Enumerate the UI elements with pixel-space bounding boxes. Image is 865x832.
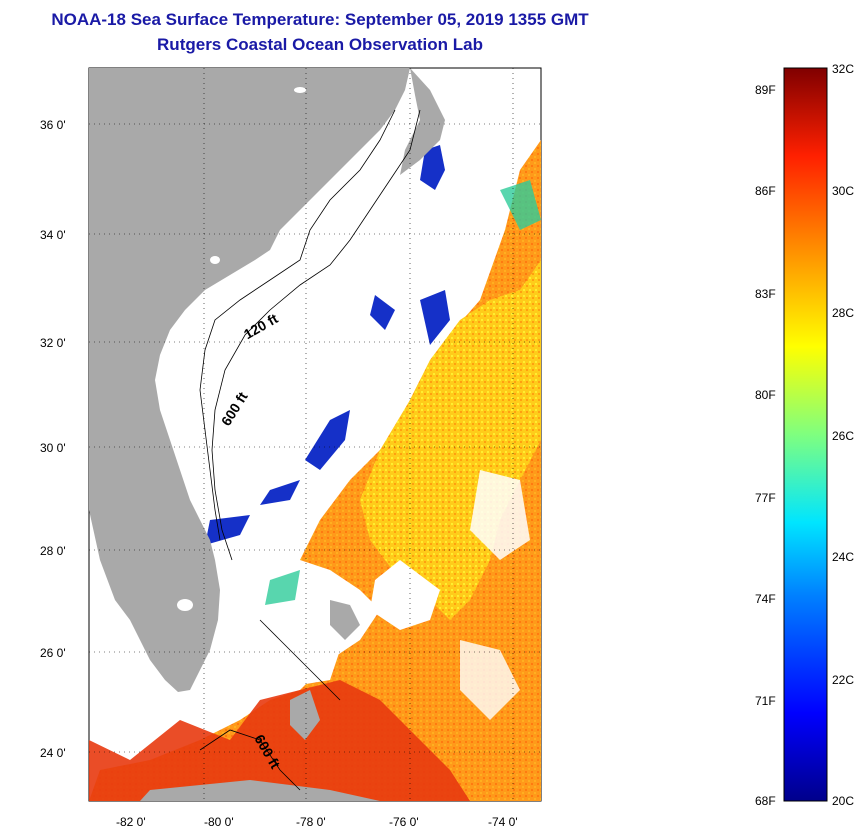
land-bahamas [290,690,320,740]
colorbar-c-label: 20C [832,794,854,808]
land-us-coast [89,68,410,692]
colorbar-c-label: 32C [832,62,854,76]
lat-tick: 26 0' [40,646,66,660]
colorbar-f-label: 77F [755,491,776,505]
colorbar-f-label: 80F [755,388,776,402]
colorbar-c-label: 28C [832,306,854,320]
land-cuba [140,780,380,801]
colorbar-f-label: 83F [755,287,776,301]
lat-tick: 34 0' [40,228,66,242]
map-subtitle: Rutgers Coastal Ocean Observation Lab [157,35,483,54]
lon-tick: -78 0' [296,815,326,829]
colorbar-c-label: 26C [832,429,854,443]
land-bahamas [330,600,360,640]
graticule [89,68,541,801]
colorbar-f-label: 74F [755,592,776,606]
cloud-gap [220,620,340,690]
depth-contours [199,109,421,791]
lat-tick: 36 0' [40,118,66,132]
colorbar-f-label: 68F [755,794,776,808]
lat-tick: 30 0' [40,441,66,455]
lat-tick: 28 0' [40,544,66,558]
colorbar-f-label: 71F [755,694,776,708]
colorbar [783,67,828,802]
hot-water-region [89,680,470,801]
lat-tick: 32 0' [40,336,66,350]
lon-tick: -76 0' [389,815,419,829]
lat-tick: 24 0' [40,746,66,760]
colorbar-f-label: 86F [755,184,776,198]
cloud-gap [460,640,520,720]
warm-water-region [89,140,541,801]
cloud-gap [470,470,530,560]
map-title: NOAA-18 Sea Surface Temperature: Septemb… [51,10,589,29]
lon-tick: -82 0' [116,815,146,829]
cool-water-patches [205,145,450,545]
colorbar-c-label: 30C [832,184,854,198]
colorbar-f-label: 89F [755,83,776,97]
land-outer-banks [400,68,445,175]
lon-tick: -80 0' [204,815,234,829]
cloud-gap [370,560,440,630]
colorbar-c-label: 22C [832,673,854,687]
lon-tick: -74 0' [488,815,518,829]
colorbar-c-label: 24C [832,550,854,564]
